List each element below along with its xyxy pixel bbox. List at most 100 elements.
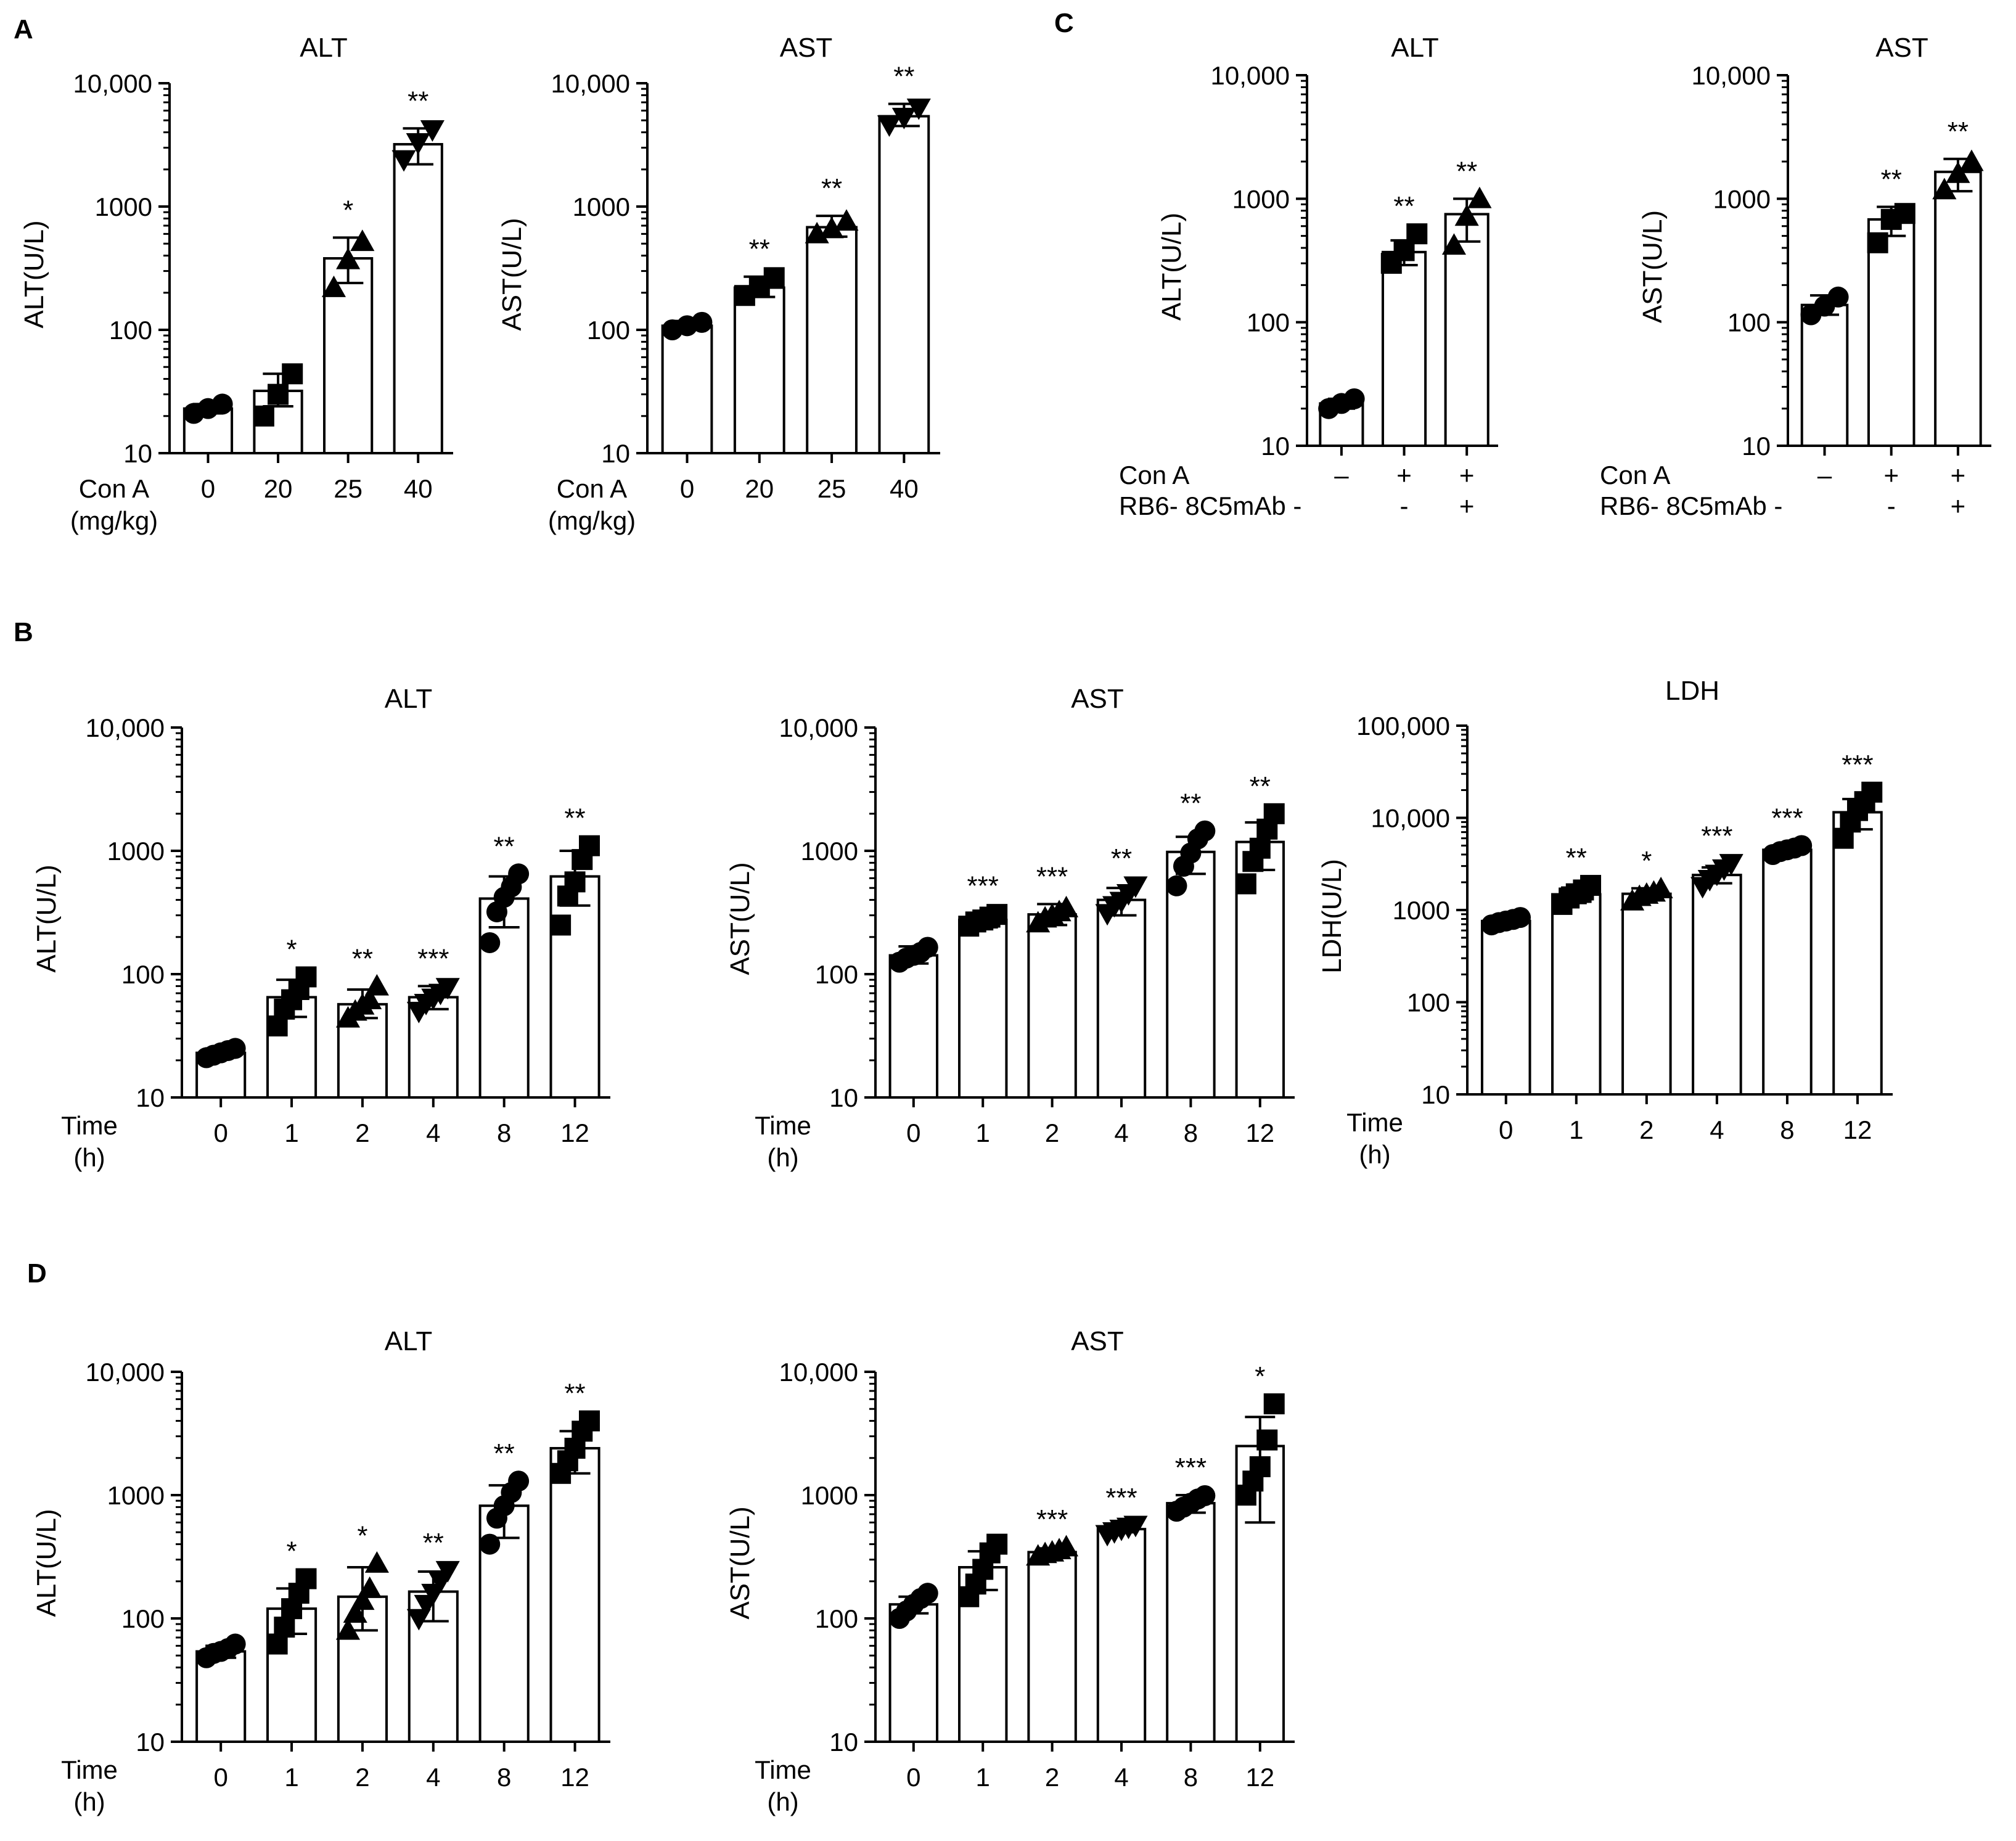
data-point [406, 1609, 431, 1631]
bar [393, 142, 443, 454]
x-axis-label: (h) [767, 1787, 798, 1816]
panel-letter-a: A [14, 14, 33, 44]
data-point [364, 1551, 389, 1573]
x-tick-label: 12 [560, 1763, 589, 1792]
data-point [479, 932, 501, 953]
condition-value: - [1400, 491, 1409, 520]
x-tick-label: 4 [1114, 1118, 1128, 1147]
significance-label: *** [1701, 821, 1732, 851]
x-tick-label: 12 [1843, 1115, 1872, 1144]
data-point [1959, 149, 1984, 171]
bar [1381, 250, 1427, 447]
y-axis-label: AST(U/L) [725, 862, 755, 975]
significance-label: ** [1250, 771, 1271, 802]
y-axis-label: ALT(U/L) [1157, 213, 1187, 321]
y-tick-label: 1000 [801, 837, 858, 866]
bar [806, 226, 858, 454]
chart-title: ALT [385, 684, 432, 714]
data-point [253, 405, 274, 427]
y-tick-label: 10,000 [73, 69, 152, 98]
x-tick-label: 1 [976, 1763, 990, 1792]
x-axis-label: (h) [73, 1143, 105, 1172]
y-tick-label: 100 [815, 1604, 858, 1633]
significance-label: * [286, 1536, 297, 1567]
condition-value: + [1883, 461, 1899, 490]
x-axis-label: Con A [79, 474, 149, 503]
data-point [550, 914, 572, 936]
y-tick-label: 10,000 [1211, 61, 1290, 90]
y-tick-label: 100 [815, 960, 858, 989]
significance-label: ** [749, 234, 770, 264]
x-tick-label: 12 [1245, 1763, 1274, 1792]
y-tick-label: 100 [1727, 308, 1771, 337]
y-tick-label: 10,000 [779, 1358, 858, 1387]
x-tick-label: 1 [1569, 1115, 1583, 1144]
significance-label: ** [821, 173, 842, 203]
bar [478, 897, 530, 1099]
significance-label: *** [1036, 861, 1068, 892]
significance-label: *** [967, 871, 999, 901]
x-tick-label: 40 [404, 474, 433, 503]
x-tick-label: 4 [426, 1763, 440, 1792]
y-tick-label: 10 [1421, 1080, 1450, 1109]
y-axis-label: ALT(U/L) [19, 220, 49, 328]
data-point [578, 1410, 600, 1432]
x-tick-label: 0 [201, 474, 215, 503]
bar [1551, 893, 1602, 1096]
condition-value: + [1396, 461, 1412, 490]
y-tick-label: 10,000 [1692, 61, 1771, 90]
data-point [917, 1583, 938, 1604]
y-axis-label: AST(U/L) [497, 218, 527, 330]
bar [1934, 170, 1982, 447]
bar [1096, 898, 1147, 1099]
data-point [1932, 178, 1957, 200]
data-point [1235, 873, 1256, 895]
chart-title: AST [1875, 33, 1928, 63]
bar [1027, 913, 1077, 1099]
chart-a-ast: AST AST(U/L) 10 100 1000 10,000 ** ** ** 0 20 25 40 C… [497, 33, 940, 535]
x-tick-label: 2 [1045, 1763, 1059, 1792]
data-point [1054, 895, 1079, 917]
chart-title: ALT [385, 1326, 432, 1356]
x-tick-label: 20 [745, 474, 774, 503]
chart-title: AST [1071, 684, 1124, 714]
significance-label: ** [893, 61, 914, 91]
x-tick-label: 40 [890, 474, 919, 503]
bar [1621, 892, 1672, 1096]
x-axis-label: Time [61, 1755, 118, 1784]
x-tick-label: 25 [334, 474, 363, 503]
y-tick-label: 100 [109, 316, 152, 345]
data-point [335, 1618, 361, 1640]
x-tick-label: 0 [906, 1118, 920, 1147]
bar [1480, 919, 1531, 1096]
data-point [834, 209, 859, 231]
significance-label: ** [494, 831, 515, 861]
chart-title: LDH [1665, 676, 1719, 706]
significance-label: * [357, 1521, 367, 1551]
condition-value: - [1887, 491, 1896, 520]
x-axis-label: (h) [73, 1787, 105, 1816]
x-axis-label: (h) [1359, 1140, 1390, 1169]
chart-title: AST [780, 33, 833, 63]
x-axis-label: (mg/kg) [548, 506, 636, 535]
data-point [1580, 875, 1602, 896]
x-axis-label: (h) [767, 1143, 798, 1172]
data-point [1263, 1393, 1285, 1414]
significance-label: ** [408, 86, 428, 116]
y-axis-label: LDH(U/L) [1317, 859, 1347, 974]
x-tick-label: 12 [560, 1118, 589, 1147]
data-point [508, 863, 530, 885]
y-tick-label: 100 [121, 960, 165, 989]
x-axis-label: Time [755, 1111, 811, 1140]
y-tick-label: 1000 [107, 837, 165, 866]
bar [1166, 1502, 1216, 1744]
y-axis-label: ALT(U/L) [31, 864, 62, 972]
significance-label: ** [494, 1438, 515, 1469]
data-point [295, 966, 317, 988]
condition-value: + [1951, 491, 1966, 520]
x-tick-label: 8 [1780, 1115, 1794, 1144]
bar [878, 115, 930, 455]
data-point [691, 311, 713, 333]
